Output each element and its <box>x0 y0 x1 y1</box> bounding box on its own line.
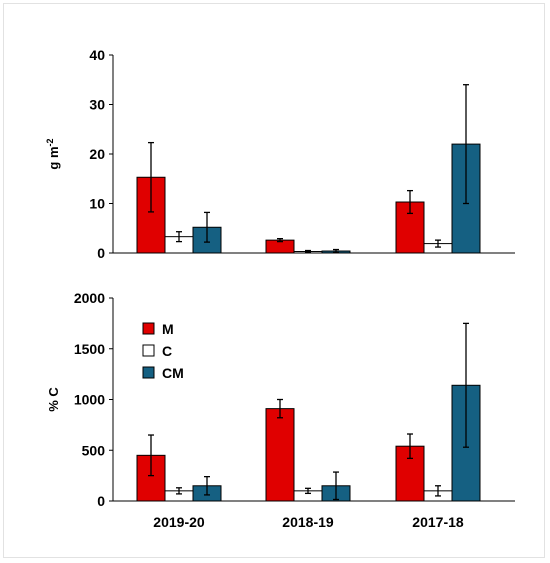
legend-label-m: M <box>162 321 174 337</box>
legend: MC CM <box>142 321 184 381</box>
x-tick-label: 2019-20 <box>153 514 205 530</box>
chart-panel-2: 0 500 1000 1500 2000 % C 2019-20 2018-19 2017-18… <box>46 290 515 530</box>
y-tick-label: 1500 <box>74 341 105 357</box>
legend-label-c: C <box>162 343 172 359</box>
y-tick-label: 30 <box>89 97 105 113</box>
legend-swatch-m <box>142 322 155 335</box>
y-axis-label: g m-2 <box>45 138 61 169</box>
chart-panel-1: 0 10 20 30 40 g m-2 <box>45 47 515 261</box>
y-axis-label: % C <box>46 387 61 412</box>
y-tick-label: 40 <box>89 47 105 63</box>
legend-swatch-c <box>142 344 155 357</box>
legend-swatch-cm <box>142 366 155 379</box>
y-tick-label: 2000 <box>74 290 105 306</box>
y-tick-label: 10 <box>89 196 105 212</box>
legend-label-cm: CM <box>162 365 184 381</box>
figure-frame <box>3 3 545 558</box>
x-tick-label: 2018-19 <box>282 514 334 530</box>
y-tick-label: 0 <box>97 245 105 261</box>
y-tick-label: 20 <box>89 146 105 162</box>
y-tick-label: 1000 <box>74 392 105 408</box>
bar-m-2018-19 <box>265 408 295 502</box>
x-tick-label: 2017-18 <box>412 514 464 530</box>
y-tick-label: 500 <box>82 442 106 458</box>
y-tick-label: 0 <box>97 493 105 509</box>
